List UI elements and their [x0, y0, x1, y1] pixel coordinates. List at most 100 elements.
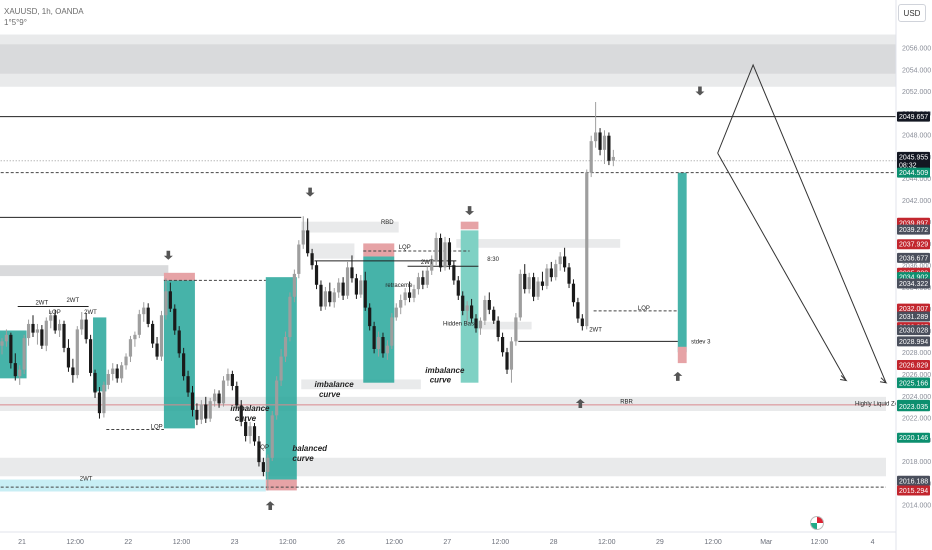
zone-supply: [460, 221, 479, 230]
candle-body: [469, 305, 474, 319]
candle-body: [155, 343, 159, 357]
candle-body: [279, 356, 283, 381]
candle-body: [443, 242, 447, 268]
candle-body: [403, 292, 407, 301]
annotation-label: 2WT: [84, 310, 97, 316]
price-tag-sublabel: 08:32: [899, 162, 917, 169]
price-tag-label: 2034.322: [899, 281, 928, 288]
candle-body: [461, 295, 465, 311]
candle-body: [341, 282, 345, 296]
candle-body: [545, 268, 549, 286]
time-tick: 26: [337, 539, 345, 546]
annotation-label: 8:30: [487, 257, 499, 263]
price-tick: 2024.000: [902, 394, 931, 401]
candle-body: [124, 356, 128, 366]
candle-body: [204, 404, 208, 419]
candle-body: [301, 230, 305, 245]
currency-button[interactable]: USD: [898, 4, 926, 22]
annotation-label: 2WT: [421, 260, 434, 266]
price-tag: [897, 325, 930, 336]
candle-body: [394, 307, 398, 318]
candle-body: [487, 300, 491, 310]
annotation-label: LQP: [399, 245, 411, 251]
candle-body: [514, 317, 518, 342]
price-tag-label: 2028.994: [899, 339, 928, 346]
annotation-label: curve: [235, 414, 257, 423]
candle-body: [323, 291, 327, 307]
price-tag-label: 2036.677: [899, 255, 928, 262]
candle-body: [195, 409, 199, 420]
candle-body: [53, 315, 57, 331]
candle-body: [9, 334, 13, 364]
annotation-label: 2WT: [80, 477, 93, 483]
price-tag-label: 2026.829: [899, 362, 928, 369]
time-tick: 4: [871, 539, 875, 546]
symbol-header: XAUUSD, 1h, OANDA 1°5°9°: [4, 6, 84, 28]
candle-body: [412, 289, 416, 298]
candle-body: [359, 280, 363, 295]
candle-body: [425, 270, 429, 285]
candle-body: [372, 326, 376, 349]
candle-body: [328, 291, 332, 303]
candle-body: [509, 341, 514, 370]
candle-body: [505, 352, 509, 370]
time-tick: 12:00: [598, 539, 616, 546]
candle-body: [363, 280, 367, 308]
candle-body: [186, 376, 190, 393]
candle-body: [66, 347, 71, 368]
candle-body: [288, 296, 292, 338]
candle-body: [438, 237, 443, 268]
zone-cyan: [0, 479, 266, 492]
price-tick: 2018.000: [902, 459, 931, 466]
candle-body: [585, 172, 589, 327]
candle-body: [75, 329, 79, 376]
candle-body: [602, 135, 607, 150]
candle-body: [607, 135, 611, 161]
price-tag-label: 2016.188: [899, 478, 928, 485]
arrow-down-icon: [163, 250, 173, 260]
arrow-up-icon: [265, 501, 275, 510]
price-tag-label: 2045.955: [899, 154, 928, 161]
time-tick: Mar: [760, 539, 773, 546]
candle-body: [571, 283, 576, 303]
candle-body: [261, 462, 265, 472]
price-tag-label: 2015.294: [899, 488, 928, 495]
candle-body: [230, 373, 234, 386]
candle-body: [310, 253, 314, 266]
candle-body: [456, 280, 460, 296]
zone-teal_light: [460, 230, 479, 383]
annotation-label: LQP: [49, 310, 61, 316]
time-tick: 12:00: [704, 539, 722, 546]
annotation-label: 2WT: [35, 300, 48, 306]
candle-body: [536, 281, 540, 297]
price-tag: [897, 303, 930, 314]
price-tag: [897, 378, 930, 389]
candle-body: [492, 309, 496, 321]
candle-body: [407, 292, 412, 298]
zone-demand: [0, 330, 27, 379]
annotation-label: 2WT: [66, 298, 79, 304]
flag-icon[interactable]: [810, 516, 824, 530]
candle-body: [89, 339, 93, 373]
time-tick: 29: [656, 539, 664, 546]
candle-body: [345, 267, 350, 296]
annotation-label: imbalance: [315, 380, 355, 389]
candle-body: [40, 329, 44, 346]
time-tick: 28: [550, 539, 558, 546]
annotation-label: curve: [430, 376, 452, 385]
candle-body: [49, 315, 53, 321]
candle-body: [270, 415, 274, 458]
annotation-label: curve: [292, 454, 314, 463]
candle-body: [381, 337, 385, 354]
price-tag-label: 2032.007: [899, 306, 928, 313]
annotation-label: LQP: [257, 445, 269, 451]
candle-body: [217, 393, 221, 404]
candle-body: [13, 363, 17, 377]
candle-body: [474, 318, 478, 329]
arrow-up-icon: [673, 371, 683, 381]
price-tag: [897, 485, 930, 496]
annotation-label: RBR: [620, 399, 633, 405]
price-tag-label: 2039.272: [899, 227, 928, 234]
candle-body: [93, 372, 97, 393]
